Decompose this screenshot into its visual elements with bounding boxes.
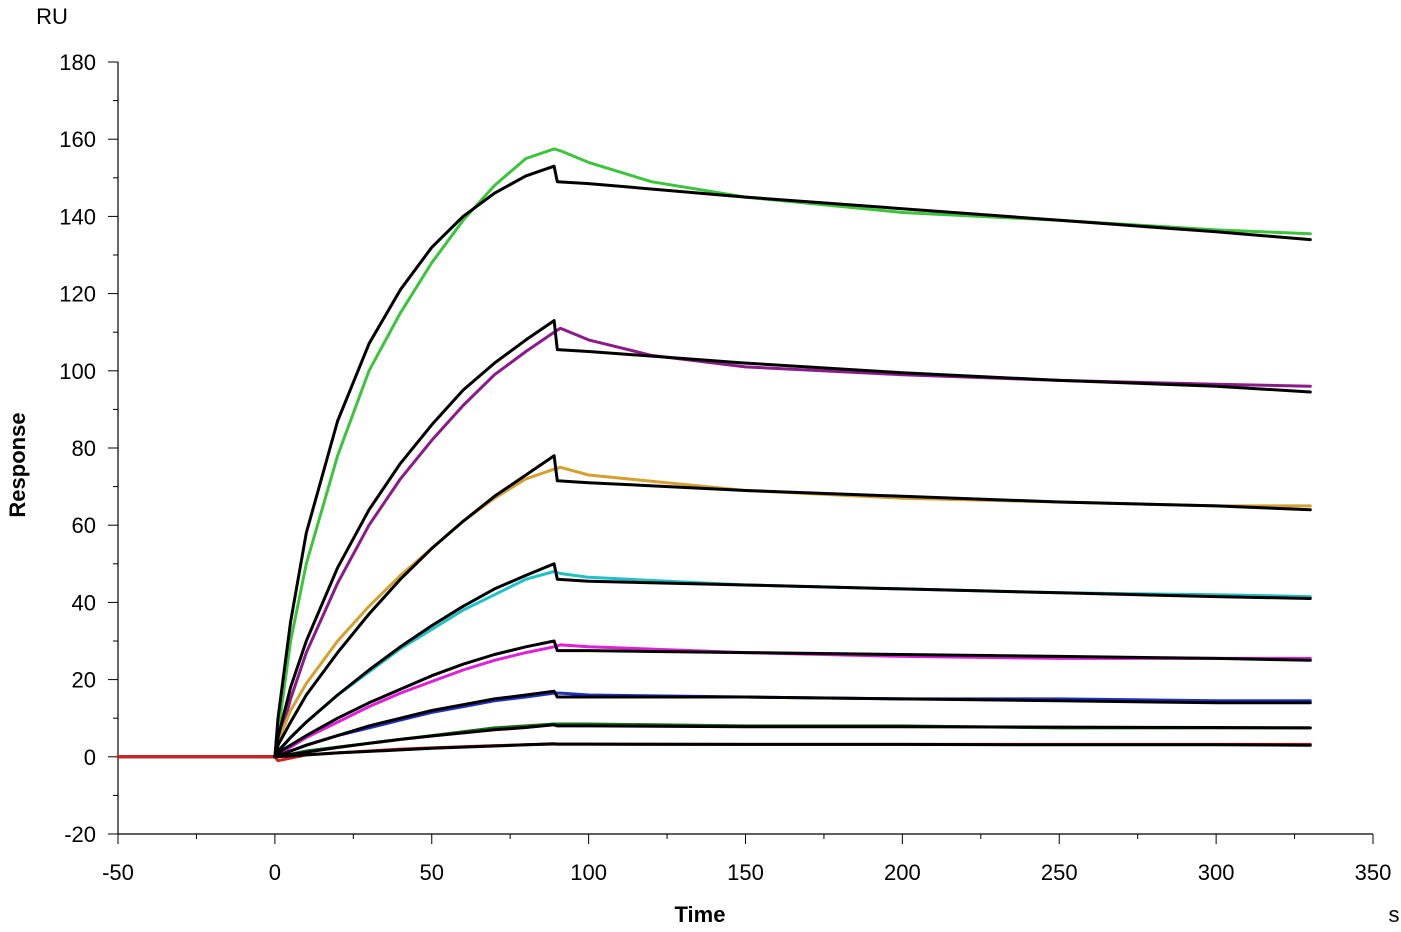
y-tick-label: 140 <box>59 204 96 229</box>
x-axis-title: Time <box>675 902 726 927</box>
data-curve-2 <box>116 326 1312 759</box>
y-axis-title: Response <box>5 412 30 517</box>
x-tick-label: 150 <box>727 860 764 885</box>
x-tick-label: 50 <box>420 860 444 885</box>
data-curve-8 <box>116 643 1312 759</box>
x-tick-label: 200 <box>884 860 921 885</box>
axes: -20 0 20 40 60 80 100 120 140 160 180 -50 0 50 100 150 2… <box>59 50 1391 885</box>
y-unit-label: RU <box>36 4 68 29</box>
data-curve-0 <box>116 147 1312 759</box>
y-tick-label: -20 <box>64 822 96 847</box>
x-tick-label: 100 <box>570 860 607 885</box>
y-tick-label: 100 <box>59 359 96 384</box>
fit-curve-3 <box>273 319 1312 759</box>
fit-curve-9 <box>273 639 1312 759</box>
x-tick-label: 250 <box>1041 860 1078 885</box>
series-layer <box>116 147 1312 763</box>
fit-curve-15 <box>273 742 1312 759</box>
fit-curve-13 <box>273 723 1312 759</box>
fit-curve-7 <box>273 562 1312 759</box>
x-tick-label: 300 <box>1198 860 1235 885</box>
y-tick-label: 0 <box>84 745 96 770</box>
fit-curve-5 <box>273 454 1312 759</box>
fit-curve-11 <box>273 689 1312 759</box>
y-tick-label: 120 <box>59 282 96 307</box>
fit-curve-1 <box>273 164 1312 759</box>
x-tick-label: 0 <box>269 860 281 885</box>
y-tick-label: 60 <box>72 513 96 538</box>
y-tick-label: 20 <box>72 668 96 693</box>
x-tick-label: 350 <box>1355 860 1392 885</box>
y-tick-label: 80 <box>72 436 96 461</box>
x-unit-label: s <box>1389 902 1400 927</box>
y-tick-label: 160 <box>59 127 96 152</box>
y-tick-label: 180 <box>59 50 96 75</box>
x-tick-label: -50 <box>102 860 134 885</box>
y-tick-label: 40 <box>72 590 96 615</box>
